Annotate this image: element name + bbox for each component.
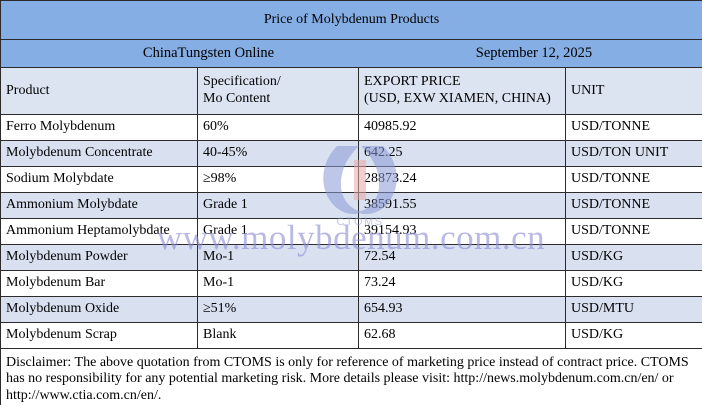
cell-unit: USD/TONNE (565, 166, 702, 193)
table-row: Molybdenum Powder Mo-1 72.54 USD/KG (0, 244, 702, 271)
cell-unit: USD/TONNE (565, 114, 702, 141)
table-row: Molybdenum Bar Mo-1 73.24 USD/KG (0, 270, 702, 297)
cell-unit: USD/TONNE (565, 218, 702, 245)
column-header-export-price-line2: (USD, EXW XIAMEN, CHINA) (364, 91, 551, 106)
cell-specification: Blank (197, 322, 359, 349)
cell-specification: Grade 1 (197, 192, 359, 219)
cell-export-price: 654.93 (358, 296, 566, 323)
cell-unit: USD/KG (565, 244, 702, 271)
title-row: Price of Molybdenum Products (0, 0, 702, 40)
cell-product: Ferro Molybdenum (0, 114, 198, 141)
cell-specification: ≥98% (197, 166, 359, 193)
subtitle-row: ChinaTungsten Online September 12, 2025 (0, 39, 702, 68)
cell-product: Molybdenum Scrap (0, 322, 198, 349)
subtitle-bar: ChinaTungsten Online September 12, 2025 (0, 39, 702, 68)
cell-unit: USD/TONNE (565, 192, 702, 219)
table-row: Molybdenum Oxide ≥51% 654.93 USD/MTU (0, 296, 702, 323)
cell-product: Ammonium Heptamolybdate (0, 218, 198, 245)
cell-product: Molybdenum Bar (0, 270, 198, 297)
organization-label: ChinaTungsten Online (142, 44, 275, 61)
column-header-product: Product (0, 67, 198, 115)
column-header-row: Product Specification/ Mo Content EXPORT… (0, 67, 702, 115)
table-row: Ammonium Molybdate Grade 1 38591.55 USD/… (0, 192, 702, 219)
cell-export-price: 62.68 (358, 322, 566, 349)
cell-product: Ammonium Molybdate (0, 192, 198, 219)
cell-specification: Grade 1 (197, 218, 359, 245)
cell-product: Molybdenum Powder (0, 244, 198, 271)
page-title: Price of Molybdenum Products (0, 0, 702, 40)
column-header-specification: Specification/ Mo Content (197, 67, 359, 115)
table-row: Ferro Molybdenum 60% 40985.92 USD/TONNE (0, 114, 702, 141)
cell-specification: Mo-1 (197, 244, 359, 271)
disclaimer-text: Disclaimer: The above quotation from CTO… (0, 348, 702, 405)
cell-product: Molybdenum Concentrate (0, 140, 198, 167)
cell-unit: USD/MTU (565, 296, 702, 323)
cell-product: Molybdenum Oxide (0, 296, 198, 323)
column-header-specification-line2: Mo Content (203, 91, 271, 106)
cell-export-price: 39154.93 (358, 218, 566, 245)
cell-export-price: 642.25 (358, 140, 566, 167)
cell-export-price: 38591.55 (358, 192, 566, 219)
table-row: Ammonium Heptamolybdate Grade 1 39154.93… (0, 218, 702, 245)
cell-export-price: 73.24 (358, 270, 566, 297)
column-header-unit: UNIT (565, 67, 702, 115)
quotation-date: September 12, 2025 (475, 44, 593, 61)
cell-unit: USD/KG (565, 270, 702, 297)
cell-specification: Mo-1 (197, 270, 359, 297)
table-row: Sodium Molybdate ≥98% 28873.24 USD/TONNE (0, 166, 702, 193)
cell-export-price: 28873.24 (358, 166, 566, 193)
cell-export-price: 72.54 (358, 244, 566, 271)
column-header-export-price-line1: EXPORT PRICE (364, 74, 461, 90)
cell-export-price: 40985.92 (358, 114, 566, 141)
cell-specification: ≥51% (197, 296, 359, 323)
cell-unit: USD/TON UNIT (565, 140, 702, 167)
column-header-export-price: EXPORT PRICE (USD, EXW XIAMEN, CHINA) (358, 67, 566, 115)
cell-specification: 40-45% (197, 140, 359, 167)
disclaimer-row: Disclaimer: The above quotation from CTO… (0, 348, 702, 405)
cell-product: Sodium Molybdate (0, 166, 198, 193)
cell-specification: 60% (197, 114, 359, 141)
column-header-specification-line1: Specification/ (203, 74, 281, 90)
table-row: Molybdenum Scrap Blank 62.68 USD/KG (0, 322, 702, 349)
table-row: Molybdenum Concentrate 40-45% 642.25 USD… (0, 140, 702, 167)
cell-unit: USD/KG (565, 322, 702, 349)
